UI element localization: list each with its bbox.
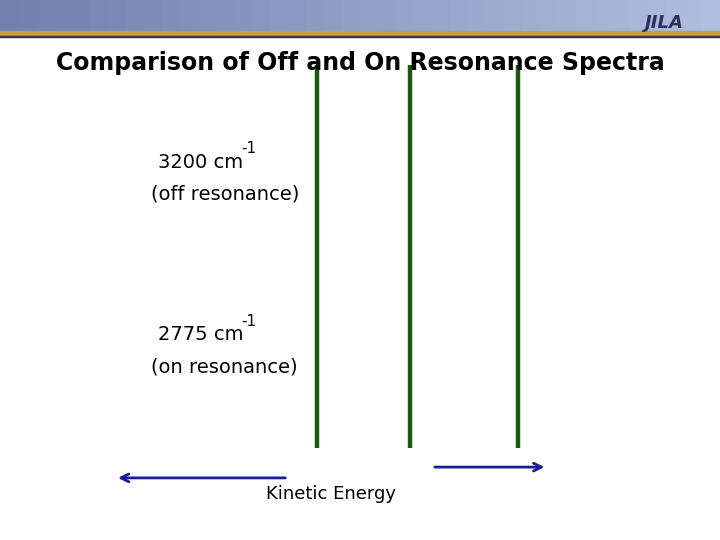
Bar	[576, 0, 594, 31]
Bar	[378, 0, 396, 31]
Bar	[522, 0, 540, 31]
Bar	[216, 0, 234, 31]
Text: 3200 cm: 3200 cm	[158, 152, 243, 172]
Bar	[630, 0, 648, 31]
Bar	[432, 0, 450, 31]
Bar	[540, 0, 558, 31]
Bar	[486, 0, 504, 31]
Bar	[450, 0, 468, 31]
Text: 2775 cm: 2775 cm	[158, 325, 244, 345]
Bar	[504, 0, 522, 31]
Bar	[288, 0, 306, 31]
Bar	[72, 0, 90, 31]
Bar	[162, 0, 180, 31]
Bar	[396, 0, 414, 31]
Text: -1: -1	[241, 141, 256, 156]
Bar	[90, 0, 108, 31]
Bar	[468, 0, 486, 31]
Bar	[126, 0, 144, 31]
Bar	[612, 0, 630, 31]
Bar	[108, 0, 126, 31]
Bar	[414, 0, 432, 31]
Bar	[270, 0, 288, 31]
Bar	[306, 0, 324, 31]
Bar	[558, 0, 576, 31]
Bar	[702, 0, 720, 31]
Bar	[0, 0, 18, 31]
Text: (on resonance): (on resonance)	[151, 357, 298, 377]
Bar	[0, 36, 720, 37]
Bar	[360, 0, 378, 31]
Text: JILA: JILA	[645, 14, 684, 31]
Bar	[234, 0, 252, 31]
Bar	[54, 0, 72, 31]
Text: (off resonance): (off resonance)	[151, 185, 300, 204]
Bar	[342, 0, 360, 31]
Bar	[594, 0, 612, 31]
Bar	[684, 0, 702, 31]
Bar	[0, 31, 720, 36]
Bar	[18, 0, 36, 31]
Bar	[198, 0, 216, 31]
Text: -1: -1	[241, 314, 256, 329]
Text: Comparison of Off and On Resonance Spectra: Comparison of Off and On Resonance Spect…	[55, 51, 665, 75]
Bar	[36, 0, 54, 31]
Bar	[648, 0, 666, 31]
Bar	[252, 0, 270, 31]
Text: Kinetic Energy: Kinetic Energy	[266, 485, 397, 503]
Bar	[324, 0, 342, 31]
Bar	[666, 0, 684, 31]
Bar	[144, 0, 162, 31]
Bar	[180, 0, 198, 31]
